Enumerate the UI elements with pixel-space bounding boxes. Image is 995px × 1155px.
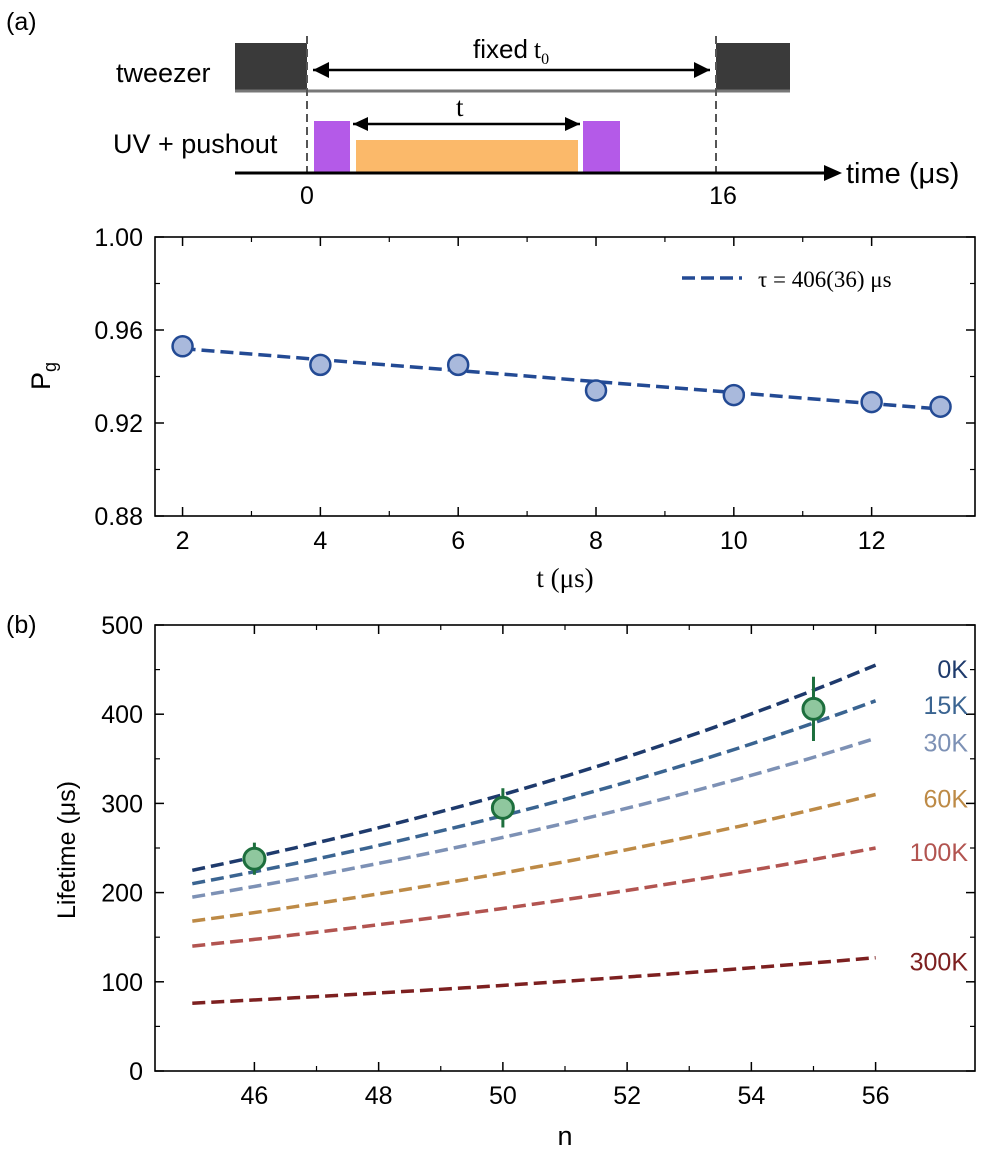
pg-data-point	[171, 335, 194, 358]
lifetime-data-point	[801, 696, 826, 721]
tweezer-label: tweezer	[116, 58, 211, 88]
pg-data-point	[929, 395, 952, 418]
time-axis-arrowhead	[824, 165, 842, 181]
pg-y-tick-label: 0.92	[94, 410, 143, 438]
fixed-interval-label: fixed t0	[473, 34, 549, 68]
fixed-label-symbol: t	[534, 35, 542, 64]
lifetime-series-line-300k	[192, 955, 876, 1005]
timing-diagram: tweezer fixed t0 UV + pushout t time (μs)…	[113, 34, 959, 210]
pg-y-axis-label: Pg	[26, 362, 60, 390]
pg-fit-group	[182, 346, 941, 411]
pg-y-label-subscript: g	[40, 362, 60, 372]
lifetime-series-line-30k	[192, 736, 877, 899]
uv-pulse-start	[314, 121, 350, 173]
time-tick-end: 16	[709, 182, 737, 210]
lifetime-x-tick-label: 48	[365, 1082, 393, 1110]
pg-x-axis-label: t (μs)	[536, 563, 593, 593]
lifetime-y-tick-label: 500	[101, 612, 143, 640]
pg-plot-ticks: 2 4 6 8 10 12 0.88 0.92 0.96 1.00	[94, 224, 975, 555]
lifetime-x-tick-label: 56	[862, 1082, 890, 1110]
fixed-label-subscript: 0	[541, 51, 549, 68]
pg-x-tick-label: 12	[858, 527, 886, 555]
lifetime-series-line-60k	[192, 792, 877, 923]
lifetime-series-label-15k: 15K	[924, 692, 969, 720]
lifetime-series-group	[191, 663, 877, 1005]
lifetime-series-label-30k: 30K	[924, 729, 969, 757]
lifetime-y-axis-label: Lifetime (μs)	[53, 781, 81, 919]
pg-legend-label: τ = 406(36) μs	[758, 267, 892, 292]
pg-x-tick-label: 8	[589, 527, 603, 555]
lifetime-x-tick-label: 46	[240, 1082, 268, 1110]
t-arrow-left-head	[353, 117, 368, 131]
lifetime-x-tick-label: 52	[613, 1082, 641, 1110]
pg-y-tick-label: 0.96	[94, 317, 143, 345]
lifetime-plot: 46 48 50 52 54 56 0 100 200 300 400 500 0K 15K 30K 60K…	[53, 612, 976, 1151]
pg-points-group	[171, 335, 952, 418]
lifetime-series-label-0k: 0K	[937, 656, 968, 684]
tweezer-pulse-after	[716, 43, 790, 91]
lifetime-series-line-15k	[191, 699, 877, 886]
pg-x-tick-label: 6	[451, 527, 465, 555]
lifetime-series-labels: 0K 15K 30K 60K 100K 300K	[910, 656, 969, 977]
pg-plot: 2 4 6 8 10 120.880.920.961.00 τ = 406(36) μs …	[26, 224, 976, 593]
lifetime-x-tick-label: 54	[737, 1082, 765, 1110]
time-axis-label: time (μs)	[846, 158, 959, 190]
lifetime-y-tick-label: 400	[101, 701, 143, 729]
uv-pushout-label: UV + pushout	[113, 129, 278, 159]
uv-pulse-end	[583, 121, 620, 173]
pushout-pulse	[356, 140, 578, 173]
lifetime-series-line-0k	[191, 663, 877, 873]
fixed-arrow-left-head	[313, 62, 329, 78]
time-tick-zero: 0	[300, 182, 314, 210]
pg-fit-line	[182, 346, 941, 411]
lifetime-x-tick-label: 50	[489, 1082, 517, 1110]
lifetime-points-group	[242, 676, 826, 875]
lifetime-data-point	[242, 846, 267, 871]
lifetime-plot-ticks: 46 48 50 52 54 56 0 100 200 300 400 500	[101, 612, 975, 1110]
lifetime-y-tick-label: 0	[129, 1058, 143, 1086]
pg-y-tick-label: 1.00	[94, 224, 143, 252]
lifetime-y-tick-label: 200	[101, 880, 143, 908]
lifetime-x-axis-label: n	[557, 1121, 572, 1151]
pg-x-tick-label: 2	[176, 527, 190, 555]
lifetime-y-tick-label: 100	[101, 969, 143, 997]
lifetime-data-point	[490, 795, 515, 820]
pg-x-tick-label: 10	[720, 527, 748, 555]
pg-y-label-main: P	[26, 372, 56, 390]
panel-b-label: (b)	[6, 611, 37, 639]
pg-data-point	[860, 390, 883, 414]
lifetime-series-label-300k: 300K	[910, 949, 969, 977]
pg-data-point	[722, 383, 746, 407]
pg-y-tick-label: 0.88	[94, 503, 143, 531]
pg-data-point	[584, 379, 608, 402]
lifetime-plot-frame	[154, 624, 976, 1072]
pg-data-point	[446, 353, 470, 377]
panel-a-label: (a)	[6, 8, 37, 36]
pg-x-tick-label: 4	[313, 527, 327, 555]
lifetime-y-tick-label: 300	[101, 790, 143, 818]
tweezer-pulse-before	[235, 43, 307, 91]
lifetime-series-line-100k	[192, 846, 876, 948]
lifetime-series-label-100k: 100K	[910, 839, 969, 867]
pg-data-point	[309, 353, 332, 377]
fixed-arrow-right-head	[694, 62, 710, 78]
lifetime-series-label-60k: 60K	[924, 785, 969, 813]
fixed-label-word: fixed	[473, 34, 528, 64]
t-interval-label: t	[456, 92, 464, 122]
t-arrow-right-head	[565, 117, 580, 131]
